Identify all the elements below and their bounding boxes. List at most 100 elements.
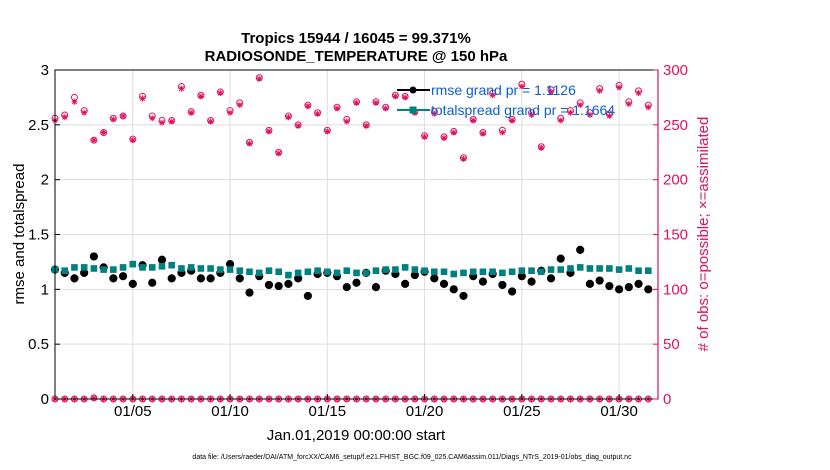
obs-assimilated-point — [285, 114, 292, 121]
right-y-tick-label: 100 — [663, 281, 688, 298]
legend: rmse grand pr = 1.1126 totalspread grand… — [397, 82, 615, 118]
rmse-point — [459, 291, 468, 301]
rmse-point — [303, 291, 312, 301]
obs-assimilated-point — [441, 134, 448, 141]
obs-assimilated-point — [616, 84, 623, 91]
rmse-point — [527, 277, 536, 286]
totalspread-point — [421, 267, 428, 274]
obs-assimilated-point — [557, 117, 564, 124]
rmse-point — [614, 285, 624, 294]
right-y-tick-label: 300 — [663, 62, 688, 79]
obs-assimilated-point — [596, 87, 603, 94]
footnote-data-file: data file: /Users/raeder/DAI/ATM_forcXX/… — [192, 454, 632, 461]
obs-assimilated-point — [470, 117, 477, 124]
plot-area — [50, 74, 653, 403]
obs-assimilated-point — [197, 93, 204, 100]
obs-assimilated-point — [353, 99, 360, 106]
obs-assimilated-point — [538, 144, 545, 151]
totalspread-point — [528, 267, 535, 274]
legend-totalspread-label: totalspread grand pr = 1.1664 — [431, 102, 615, 118]
totalspread-point — [353, 269, 360, 277]
totalspread-point — [61, 267, 69, 274]
obs-assimilated-point — [343, 118, 350, 125]
rmse-point — [245, 288, 254, 297]
totalspread-point — [440, 268, 448, 276]
totalspread-point — [469, 268, 477, 276]
obs-assimilated-point — [188, 109, 195, 116]
obs-assimilated-point — [402, 94, 409, 101]
rmse-point — [430, 274, 439, 283]
obs-assimilated-point — [606, 113, 613, 120]
rmse-point — [371, 283, 381, 292]
rmse-point — [118, 272, 128, 281]
totalspread-point — [547, 266, 555, 273]
obs-assimilated-point — [129, 137, 136, 144]
rmse-point — [556, 254, 565, 263]
title-line-1: Tropics 15944 / 16045 = 99.371% — [241, 30, 471, 47]
totalspread-point — [625, 265, 633, 272]
totalspread-point — [382, 266, 389, 273]
rmse-point — [624, 283, 633, 292]
legend-totalspread-marker — [409, 106, 417, 114]
obs-assimilated-point — [295, 122, 302, 129]
obs-assimilated-point — [275, 150, 282, 157]
totalspread-point — [294, 269, 302, 277]
legend-rmse-label: rmse grand pr = 1.1126 — [431, 82, 576, 98]
title-line-2: RADIOSONDE_TEMPERATURE @ 150 hPa — [205, 48, 508, 65]
rmse-point — [585, 279, 595, 288]
totalspread-point — [226, 266, 234, 273]
x-axis-label: Jan.01,2019 00:00:00 start — [267, 427, 446, 444]
legend-rmse-marker — [409, 86, 417, 94]
totalspread-point — [450, 270, 458, 278]
totalspread-point — [236, 267, 244, 274]
rmse-point — [352, 278, 361, 287]
totalspread-point — [158, 263, 166, 270]
x-tick-label: 01/10 — [211, 403, 249, 420]
x-tick-label: 01/30 — [600, 403, 638, 420]
obs-assimilated-point — [450, 129, 457, 136]
x-tick-label: 01/20 — [406, 403, 444, 420]
rmse-point — [264, 280, 274, 290]
totalspread-point — [178, 265, 185, 272]
totalspread-point — [187, 264, 195, 271]
totalspread-point — [275, 268, 282, 276]
obs-assimilated-point — [158, 119, 165, 126]
obs-assimilated-point — [635, 90, 642, 97]
obs-assimilated-point — [61, 114, 68, 121]
left-y-tick-label: 0 — [41, 391, 49, 408]
left-y-tick-label: 1.5 — [28, 227, 49, 244]
obs-assimilated-point — [499, 129, 506, 136]
totalspread-point — [586, 265, 594, 272]
rmse-point — [70, 274, 79, 283]
obs-assimilated-point — [81, 109, 88, 116]
totalspread-point — [207, 265, 214, 272]
totalspread-point — [567, 265, 574, 272]
totalspread-point — [644, 267, 652, 274]
obs-assimilated-point — [100, 129, 107, 136]
obs-assimilated-point — [110, 116, 117, 123]
right-y-tick-label: 250 — [663, 117, 688, 134]
obs-assimilated-point — [265, 128, 272, 135]
totalspread-point — [129, 260, 137, 268]
rmse-point — [508, 287, 517, 296]
totalspread-point — [314, 267, 321, 274]
rmse-point — [206, 274, 215, 283]
obs-assimilated-point — [227, 109, 234, 116]
left-y-axis-label: rmse and totalspread — [11, 164, 28, 305]
totalspread-point — [372, 267, 380, 274]
obs-assimilated-point — [246, 140, 253, 147]
totalspread-point — [606, 265, 613, 272]
rmse-point — [128, 279, 137, 288]
rmse-point — [401, 279, 410, 288]
obs-assimilated-point — [625, 100, 632, 107]
left-y-tick-label: 1 — [41, 281, 49, 298]
totalspread-point — [479, 268, 487, 276]
chart-title: Tropics 15944 / 16045 = 99.371% RADIOSON… — [205, 30, 508, 65]
obs-assimilated-point — [645, 104, 652, 111]
obs-bottom-assimilated-point — [90, 394, 97, 401]
totalspread-point — [168, 261, 176, 269]
rmse-point — [478, 277, 488, 286]
obs-assimilated-point — [586, 111, 593, 118]
totalspread-point — [460, 269, 467, 277]
right-y-axis-label: # of obs: o=possible; ×=assimilated — [695, 117, 712, 352]
